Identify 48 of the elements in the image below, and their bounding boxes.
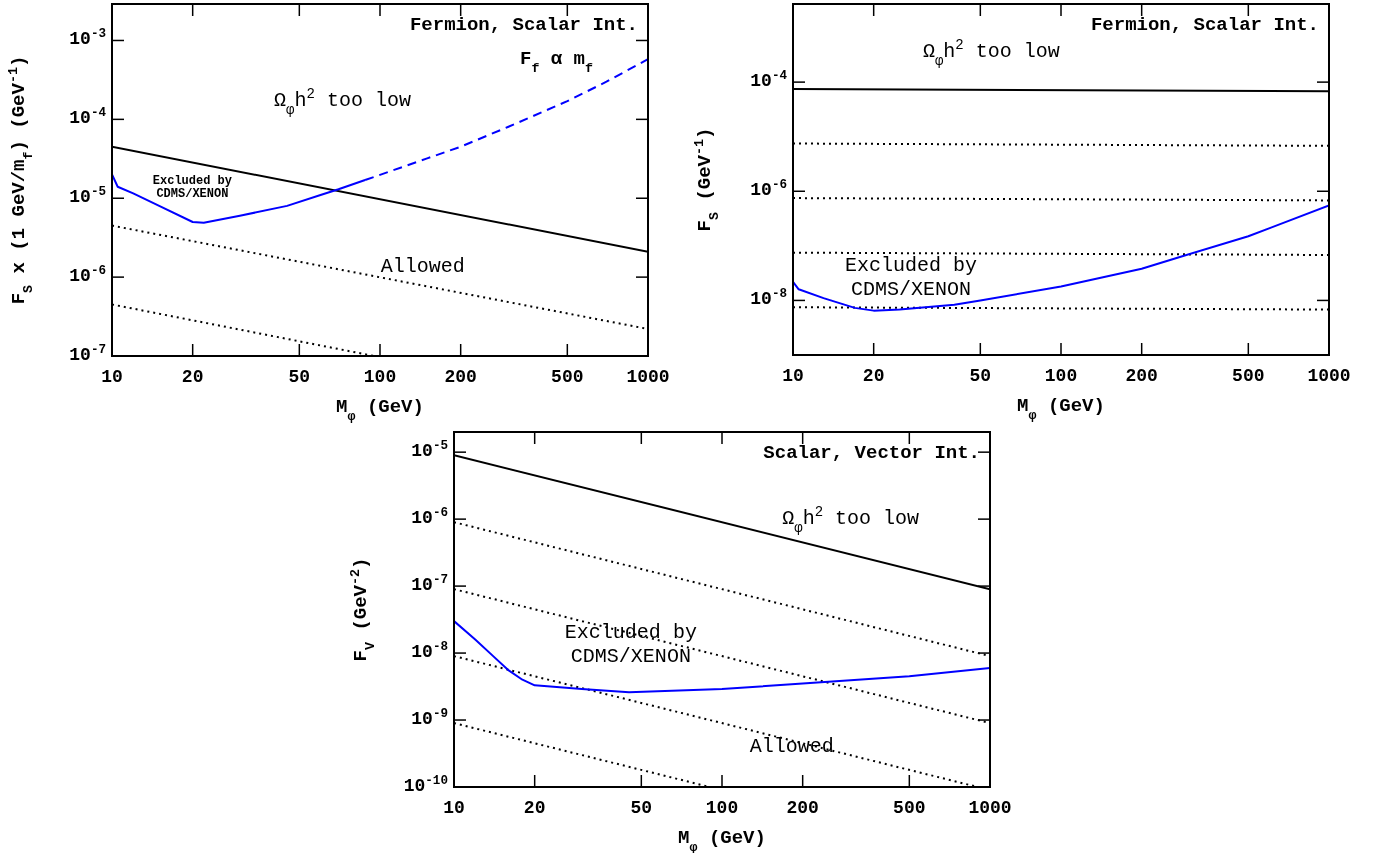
y-tick-label: 10$^{-5}$ bbox=[69, 185, 106, 208]
annotation: Allowed bbox=[380, 254, 465, 278]
x-tick-label: 500 bbox=[551, 367, 584, 387]
x-tick-label: 1000 bbox=[1307, 366, 1351, 386]
text: Scalar, Vector Int. bbox=[763, 442, 980, 464]
x-axis-title: M$_{φ}$ (GeV) bbox=[336, 396, 424, 424]
x-tick-label: 10 bbox=[782, 366, 804, 386]
annotation: Ω$_{φ}$h$^{2}$ too low bbox=[782, 504, 920, 537]
x-tick-label: 100 bbox=[705, 798, 739, 818]
x-tick-label: 100 bbox=[1044, 366, 1078, 386]
x-tick-label: 200 bbox=[1125, 366, 1158, 386]
text: Fermion, Scalar Int. bbox=[409, 14, 638, 36]
y-tick-label: 10$^{-7}$ bbox=[69, 343, 106, 365]
x-tick-label: 200 bbox=[786, 798, 819, 818]
x-tick-label: 10 bbox=[443, 798, 465, 818]
x-tick-label: 100 bbox=[363, 367, 397, 387]
x-tick-label: 50 bbox=[630, 798, 653, 818]
y-tick-label: 10$^{-8}$ bbox=[750, 287, 787, 310]
x-tick-label: 20 bbox=[862, 366, 885, 386]
y-tick-label: 10$^{-5}$ bbox=[411, 439, 448, 462]
x-tick-label: 20 bbox=[181, 367, 204, 387]
text: Fermion, Scalar Int. bbox=[1090, 14, 1319, 36]
y-tick-label: 10$^{-8}$ bbox=[411, 640, 448, 663]
x-tick-label: 50 bbox=[288, 367, 311, 387]
x-tick-label: 1000 bbox=[626, 367, 670, 387]
x-tick-label: 1000 bbox=[968, 798, 1012, 818]
text: F$_{f}$ α m$_{f}$ bbox=[520, 48, 594, 76]
annotation: Excluded by CDMS/XENON bbox=[152, 173, 233, 201]
x-tick-label: 500 bbox=[1232, 366, 1265, 386]
x-tick-label: 10 bbox=[101, 367, 123, 387]
x-tick-label: 20 bbox=[523, 798, 546, 818]
y-tick-label: 10$^{-9}$ bbox=[411, 707, 448, 730]
x-tick-label: 500 bbox=[893, 798, 926, 818]
y-tick-label: 10$^{-6}$ bbox=[411, 506, 448, 529]
y-tick-label: 10$^{-4}$ bbox=[69, 106, 107, 129]
annotation: Excluded by CDMS/XENON bbox=[844, 253, 977, 301]
x-axis-title: M$_{φ}$ (GeV) bbox=[678, 827, 766, 853]
annotation: Ω$_{φ}$h$^{2}$ too low bbox=[274, 86, 411, 119]
y-tick-label: 10$^{-4}$ bbox=[750, 69, 788, 92]
x-tick-label: 50 bbox=[969, 366, 992, 386]
annotation: Ω$_{φ}$h$^{2}$ too low bbox=[922, 36, 1060, 69]
y-tick-label: 10$^{-6}$ bbox=[69, 264, 106, 287]
x-tick-label: 200 bbox=[444, 367, 477, 387]
y-tick-label: 10$^{-6}$ bbox=[750, 178, 787, 201]
x-axis-title: M$_{φ}$ (GeV) bbox=[1017, 395, 1105, 423]
y-tick-label: 10$^{-3}$ bbox=[69, 27, 106, 50]
y-tick-label: 10$^{-10}$ bbox=[403, 774, 448, 796]
y-tick-label: 10$^{-7}$ bbox=[411, 573, 448, 596]
